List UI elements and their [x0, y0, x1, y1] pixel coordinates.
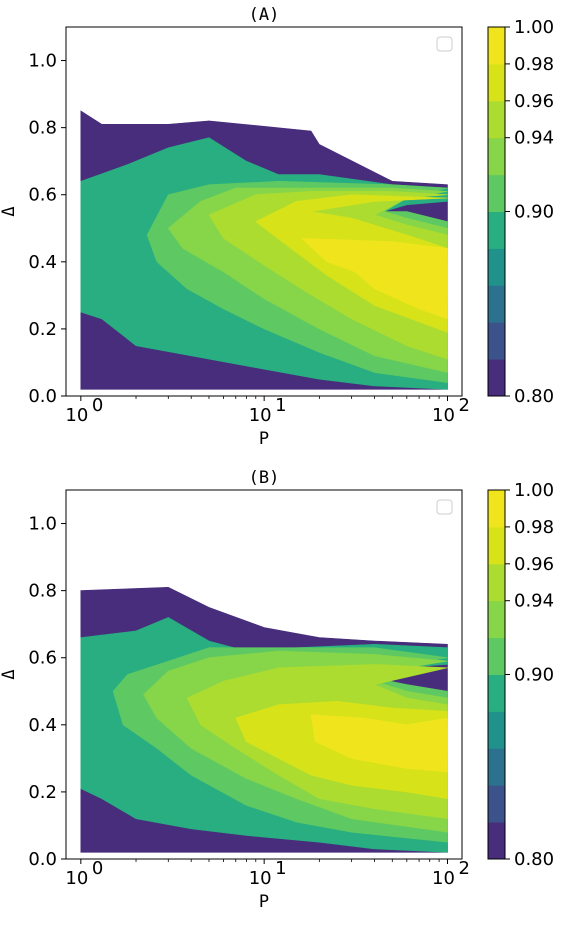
- y-axis-label: Δ: [0, 206, 19, 216]
- y-tick-label: 0.8: [28, 118, 57, 139]
- colorbar-tick-label: 0.94: [514, 128, 554, 149]
- chart-title: (A): [249, 5, 280, 25]
- colorbar-tick-label: 0.90: [514, 665, 554, 686]
- chart-panel-b: (B)0.00.20.40.60.81.010 0 10 1 10 2PΔ0.800.90…: [0, 468, 554, 912]
- y-tick-label: 0.0: [28, 849, 57, 870]
- colorbar-tick-label: 0.80: [514, 849, 554, 870]
- colorbar-band: [488, 211, 505, 249]
- colorbar-band: [488, 248, 505, 286]
- colorbar-band: [488, 174, 505, 212]
- y-tick-label: 1.0: [28, 514, 57, 535]
- x-tick-label: 10: [65, 868, 88, 889]
- colorbar-band: [488, 526, 505, 565]
- y-axis-label: Δ: [0, 669, 19, 679]
- x-tick-exponent: 1: [275, 858, 286, 879]
- colorbar-band: [488, 674, 505, 712]
- y-tick-label: 0.6: [28, 648, 57, 669]
- colorbar-band: [488, 63, 505, 102]
- x-axis-label: P: [259, 429, 269, 449]
- y-tick-label: 0.4: [28, 715, 57, 736]
- colorbar-band: [488, 822, 505, 860]
- legend-box: [436, 499, 453, 515]
- x-tick-exponent: 2: [458, 858, 469, 879]
- colorbar-tick-label: 0.80: [514, 386, 554, 407]
- contour-region: [342, 258, 448, 320]
- y-tick-label: 0.0: [28, 386, 57, 407]
- colorbar-band: [488, 711, 505, 749]
- colorbar-tick-label: 0.98: [514, 517, 554, 538]
- x-tick-exponent: 0: [92, 395, 103, 416]
- x-tick-exponent: 2: [458, 395, 469, 416]
- chart-panel-a: (A)0.00.20.40.60.81.010 0 10 1 10 2PΔ0.800.90…: [0, 5, 554, 449]
- y-tick-label: 0.2: [28, 319, 57, 340]
- colorbar-tick-label: 1.00: [514, 480, 554, 501]
- x-tick-exponent: 1: [275, 395, 286, 416]
- contour-region: [382, 721, 448, 756]
- colorbar-tick-label: 0.98: [514, 54, 554, 75]
- colorbar-band: [488, 285, 505, 323]
- chart-title: (B): [249, 468, 280, 488]
- colorbar-band: [488, 563, 505, 602]
- colorbar-band: [488, 100, 505, 139]
- colorbar-band: [488, 748, 505, 786]
- y-tick-label: 1.0: [28, 51, 57, 72]
- colorbar-band: [488, 27, 505, 65]
- colorbar-band: [488, 637, 505, 675]
- x-tick-label: 10: [432, 405, 455, 426]
- colorbar-tick-label: 0.94: [514, 591, 554, 612]
- colorbar-tick-label: 0.90: [514, 202, 554, 223]
- colorbar-tick-label: 0.96: [514, 554, 554, 575]
- y-tick-label: 0.6: [28, 185, 57, 206]
- x-tick-exponent: 0: [92, 858, 103, 879]
- x-axis-label: P: [259, 892, 269, 912]
- y-tick-label: 0.4: [28, 252, 57, 273]
- x-tick-label: 10: [65, 405, 88, 426]
- colorbar-band: [488, 322, 505, 360]
- y-tick-label: 0.2: [28, 782, 57, 803]
- colorbar-band: [488, 490, 505, 528]
- x-tick-label: 10: [249, 405, 272, 426]
- colorbar-band: [488, 785, 505, 823]
- colorbar-band: [488, 600, 505, 639]
- legend-box: [436, 36, 453, 52]
- colorbar-band: [488, 137, 505, 176]
- x-tick-label: 10: [432, 868, 455, 889]
- x-tick-label: 10: [249, 868, 272, 889]
- y-tick-label: 0.8: [28, 581, 57, 602]
- colorbar-band: [488, 359, 505, 397]
- colorbar-tick-label: 1.00: [514, 17, 554, 38]
- colorbar-tick-label: 0.96: [514, 91, 554, 112]
